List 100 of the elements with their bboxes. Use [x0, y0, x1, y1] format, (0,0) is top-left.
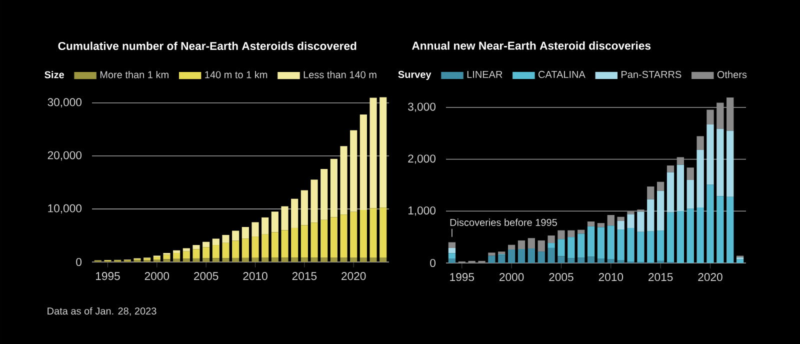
bar — [252, 236, 259, 258]
bar — [448, 248, 456, 254]
bar — [370, 257, 377, 262]
bar — [508, 244, 516, 250]
bar — [538, 252, 545, 263]
legend-label: More than 1 km — [100, 70, 168, 78]
bar — [330, 258, 338, 262]
bar — [300, 258, 308, 262]
chart-title: Annual new Near-Earth Asteroid discoveries — [412, 41, 651, 50]
bar — [637, 232, 644, 262]
bar — [320, 258, 328, 262]
bar — [182, 258, 190, 262]
bar — [627, 228, 634, 262]
bar — [202, 258, 210, 262]
bar — [637, 212, 644, 232]
bar — [281, 258, 288, 262]
x-tick-label: 2010 — [598, 273, 624, 282]
x-tick-label: 2005 — [549, 273, 574, 282]
bar — [271, 258, 278, 262]
bar — [448, 258, 456, 263]
bar — [587, 256, 595, 263]
bar — [696, 207, 704, 263]
bar — [242, 226, 249, 239]
legend-title: Size — [44, 70, 64, 78]
bar — [320, 169, 328, 220]
y-tick-label: 20,000 — [48, 151, 82, 161]
bar — [192, 249, 200, 258]
bar — [252, 222, 259, 237]
bar — [310, 258, 318, 262]
bar — [448, 253, 456, 259]
bar — [548, 248, 555, 263]
bar — [380, 97, 387, 208]
bar — [281, 206, 288, 230]
bar — [232, 230, 240, 241]
x-tick-label: 2005 — [194, 272, 218, 280]
bar — [498, 255, 506, 263]
bar — [656, 190, 664, 231]
bar — [597, 258, 605, 263]
x-tick-label: 2000 — [144, 272, 170, 280]
bar — [291, 228, 298, 258]
bar — [310, 222, 318, 258]
bar — [726, 130, 734, 197]
legend-label: Less than 140 m — [304, 70, 376, 78]
legend-label: Pan-STARRS — [622, 70, 682, 78]
bar — [666, 165, 674, 172]
bar — [558, 239, 565, 256]
bar — [291, 258, 298, 262]
bar — [617, 220, 624, 230]
bar — [656, 230, 664, 261]
bar — [568, 258, 575, 263]
bar — [232, 258, 240, 262]
bar — [597, 223, 605, 228]
bar — [192, 245, 200, 250]
x-tick-label: 2015 — [648, 273, 673, 282]
x-tick-label: 2010 — [243, 272, 268, 280]
bar — [310, 180, 318, 223]
y-tick-label: 1,000 — [408, 206, 436, 216]
bar — [262, 258, 269, 262]
bar — [647, 231, 654, 262]
y-tick-label: 10,000 — [48, 204, 82, 214]
bar — [153, 256, 160, 260]
bar — [558, 256, 565, 263]
bar — [173, 258, 180, 262]
bar — [716, 196, 724, 263]
y-tick-label: 0 — [76, 258, 82, 266]
x-tick-label: 1995 — [96, 272, 120, 280]
bar — [192, 258, 200, 262]
bar — [597, 227, 605, 259]
bar — [686, 180, 694, 209]
bar — [330, 217, 338, 258]
bar — [232, 240, 240, 258]
bar — [686, 168, 694, 180]
bar — [696, 136, 704, 150]
bar — [291, 198, 298, 228]
bar — [617, 260, 624, 263]
bar — [548, 243, 555, 248]
bar — [330, 158, 338, 218]
bar — [488, 252, 496, 256]
bar — [726, 196, 734, 263]
bar — [262, 217, 269, 234]
bar — [696, 150, 704, 208]
bar — [578, 258, 585, 263]
bar — [607, 215, 614, 226]
bar — [163, 259, 170, 262]
bar — [558, 230, 565, 240]
bar — [617, 230, 624, 260]
bar — [182, 251, 190, 259]
bar — [666, 172, 674, 212]
x-tick-label: 2000 — [500, 273, 524, 282]
bar — [666, 212, 674, 262]
bar — [222, 258, 230, 262]
bar — [587, 222, 595, 226]
bar — [212, 238, 220, 246]
bar — [617, 216, 624, 221]
x-tick-label: 2015 — [292, 272, 317, 280]
bar — [508, 250, 516, 263]
bar — [627, 212, 634, 214]
bar — [222, 234, 230, 243]
bar — [736, 259, 744, 263]
bar — [607, 226, 614, 260]
